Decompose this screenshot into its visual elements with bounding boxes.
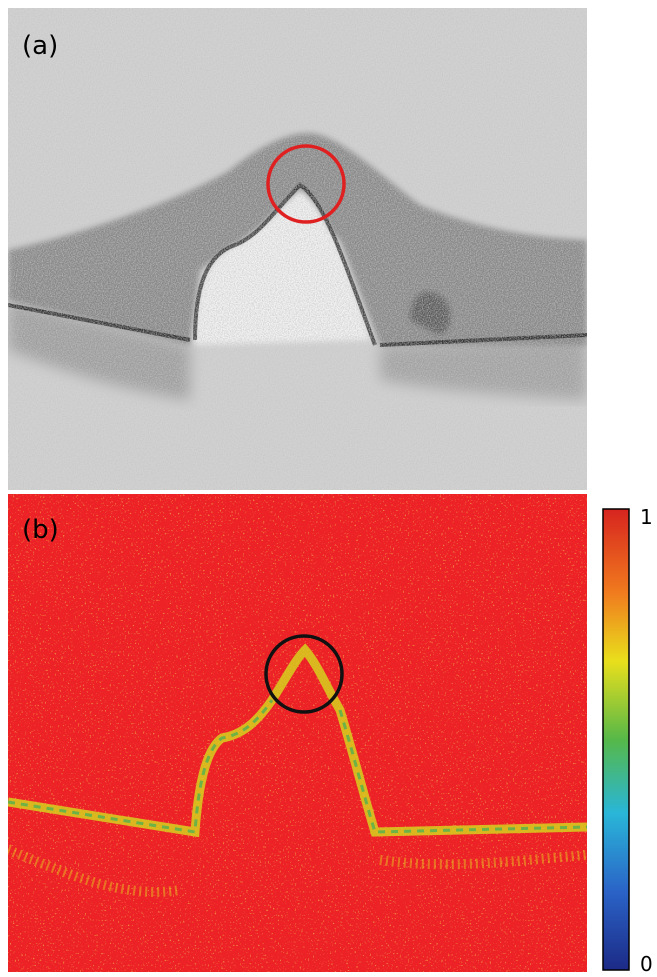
panel-label: (b) — [22, 515, 59, 545]
map-image — [8, 494, 587, 972]
colorbar-min-label: 0 — [640, 952, 653, 976]
figure: (a) (b) 1 0 — [0, 0, 657, 977]
colorbar-max-label: 1 — [640, 505, 653, 529]
page: (a) (b) 1 0 (() => { const data = JSON.p… — [0, 0, 657, 977]
oct-image — [8, 8, 587, 490]
panel-label: (a) — [22, 31, 58, 61]
colorbar — [603, 509, 629, 970]
